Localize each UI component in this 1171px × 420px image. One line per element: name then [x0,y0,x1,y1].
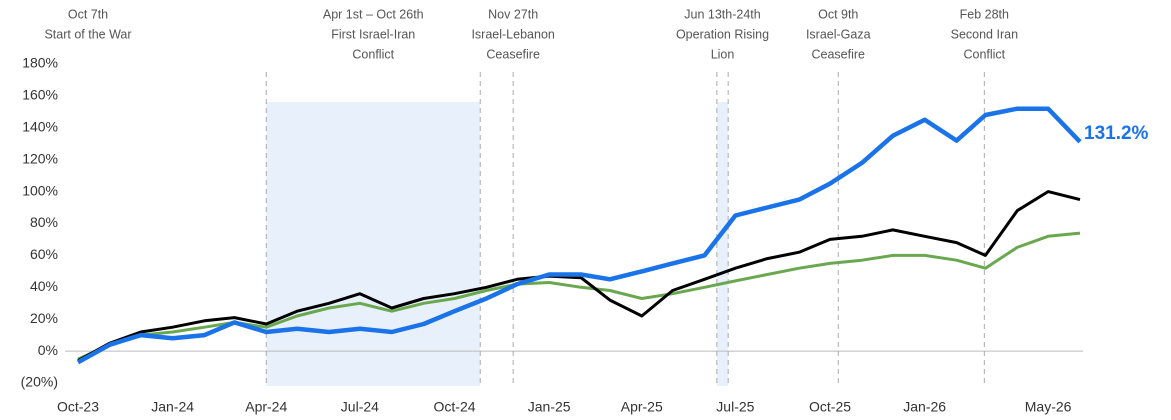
y-tick-label: 160% [22,87,58,103]
event-label: Conflict [963,47,1005,61]
event-label: Jun 13th-24th [684,7,760,21]
x-tick-label: May-26 [1025,399,1072,415]
y-tick-label: 40% [30,278,58,294]
series-line [77,190,1081,363]
y-tick-label: 20% [30,310,58,326]
x-tick-label: Jul-24 [341,399,379,415]
event-label: Conflict [352,47,394,61]
y-tick-label: 60% [30,246,58,262]
end-label: 131.2% [1084,123,1149,144]
y-tick-label: 140% [22,119,58,135]
event-label: Nov 27th [488,7,538,21]
event-label: Ceasefire [486,47,540,61]
event-label: Operation Rising [676,27,769,41]
event-span [266,102,481,386]
x-tick-label: Jul-25 [716,399,754,415]
event-label: Feb 28th [960,7,1009,21]
event-label: Israel-Gaza [806,27,871,41]
event-label: Apr 1st – Oct 26th [323,7,424,21]
x-tick-label: Jan-26 [903,399,946,415]
event-label: Second Iran [951,27,1018,41]
x-tick-label: Apr-24 [245,399,287,415]
event-label: Oct 9th [818,7,858,21]
x-tick-label: Oct-24 [434,399,476,415]
series-line [76,106,1082,365]
x-tick-label: Jan-25 [528,399,571,415]
x-tick-label: Oct-23 [57,399,99,415]
event-label: Start of the War [44,27,131,41]
event-label: Lion [711,47,735,61]
event-span [716,102,729,386]
event-label: Oct 7th [68,7,108,21]
series-line [77,231,1081,361]
event-label: Israel-Lebanon [471,27,554,41]
x-tick-label: Jan-24 [151,399,194,415]
event-label: First Israel-Iran [331,27,415,41]
y-tick-label: 0% [38,342,58,358]
x-tick-label: Oct-25 [809,399,851,415]
y-tick-label: 120% [22,150,58,166]
y-tick-label: 100% [22,182,58,198]
y-tick-label: (20%) [21,374,58,390]
x-tick-label: Apr-25 [621,399,663,415]
y-tick-label: 180% [22,55,58,71]
y-tick-label: 80% [30,214,58,230]
event-label: Ceasefire [811,47,865,61]
